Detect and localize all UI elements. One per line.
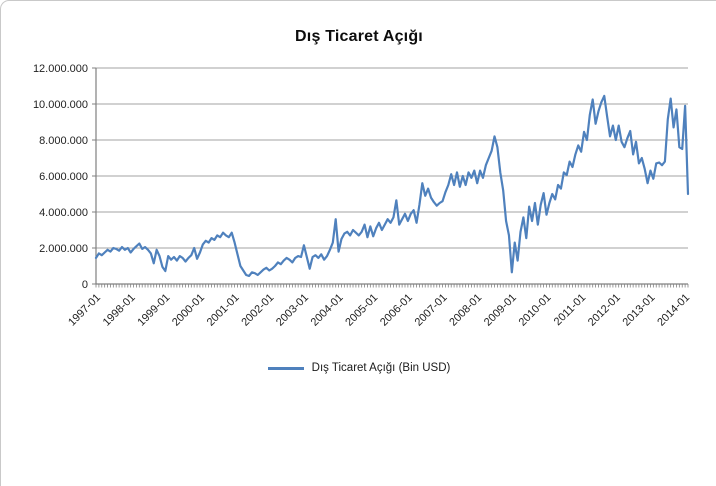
svg-text:2011-01: 2011-01: [552, 292, 588, 328]
chart-legend: Dış Ticaret Açığı (Bin USD): [1, 360, 716, 376]
legend-line-swatch: [267, 366, 304, 370]
svg-text:2010-01: 2010-01: [517, 292, 554, 329]
svg-text:2013-01: 2013-01: [621, 292, 658, 329]
svg-text:2002-01: 2002-01: [239, 292, 276, 329]
svg-text:2001-01: 2001-01: [205, 292, 242, 329]
svg-text:1997-01: 1997-01: [66, 292, 103, 329]
svg-text:2008-01: 2008-01: [447, 292, 484, 329]
svg-text:4.000.000: 4.000.000: [39, 207, 88, 219]
svg-text:2.000.000: 2.000.000: [39, 243, 88, 255]
svg-text:2000-01: 2000-01: [170, 292, 207, 329]
x-axis-ticks: [95, 284, 689, 288]
svg-text:2004-01: 2004-01: [309, 292, 346, 329]
svg-text:1998-01: 1998-01: [101, 292, 138, 329]
svg-text:2006-01: 2006-01: [378, 292, 415, 329]
svg-text:12.000.000: 12.000.000: [33, 63, 88, 75]
y-axis-labels: 0 2.000.000 4.000.000 6.000.000 8.000.000 10.…: [33, 63, 96, 291]
deficit-line-series: [94, 94, 690, 277]
x-axis-labels: 1997-011998-011999-012000-012001-012002-…: [66, 292, 692, 329]
svg-text:2005-01: 2005-01: [343, 292, 380, 329]
svg-text:10.000.000: 10.000.000: [33, 99, 88, 111]
svg-text:2012-01: 2012-01: [586, 292, 623, 329]
legend-series-label: Dış Ticaret Açığı (Bin USD): [311, 362, 451, 374]
svg-text:2009-01: 2009-01: [482, 292, 519, 329]
svg-text:8.000.000: 8.000.000: [39, 135, 88, 147]
chart-title: Dış Ticaret Açığı: [295, 28, 423, 45]
svg-text:0: 0: [82, 279, 88, 291]
svg-text:1999-01: 1999-01: [135, 292, 172, 329]
gridlines: [96, 67, 688, 249]
svg-text:2003-01: 2003-01: [274, 292, 311, 329]
svg-text:2014-01: 2014-01: [655, 292, 692, 329]
svg-text:2007-01: 2007-01: [413, 292, 450, 329]
svg-text:6.000.000: 6.000.000: [39, 171, 88, 183]
